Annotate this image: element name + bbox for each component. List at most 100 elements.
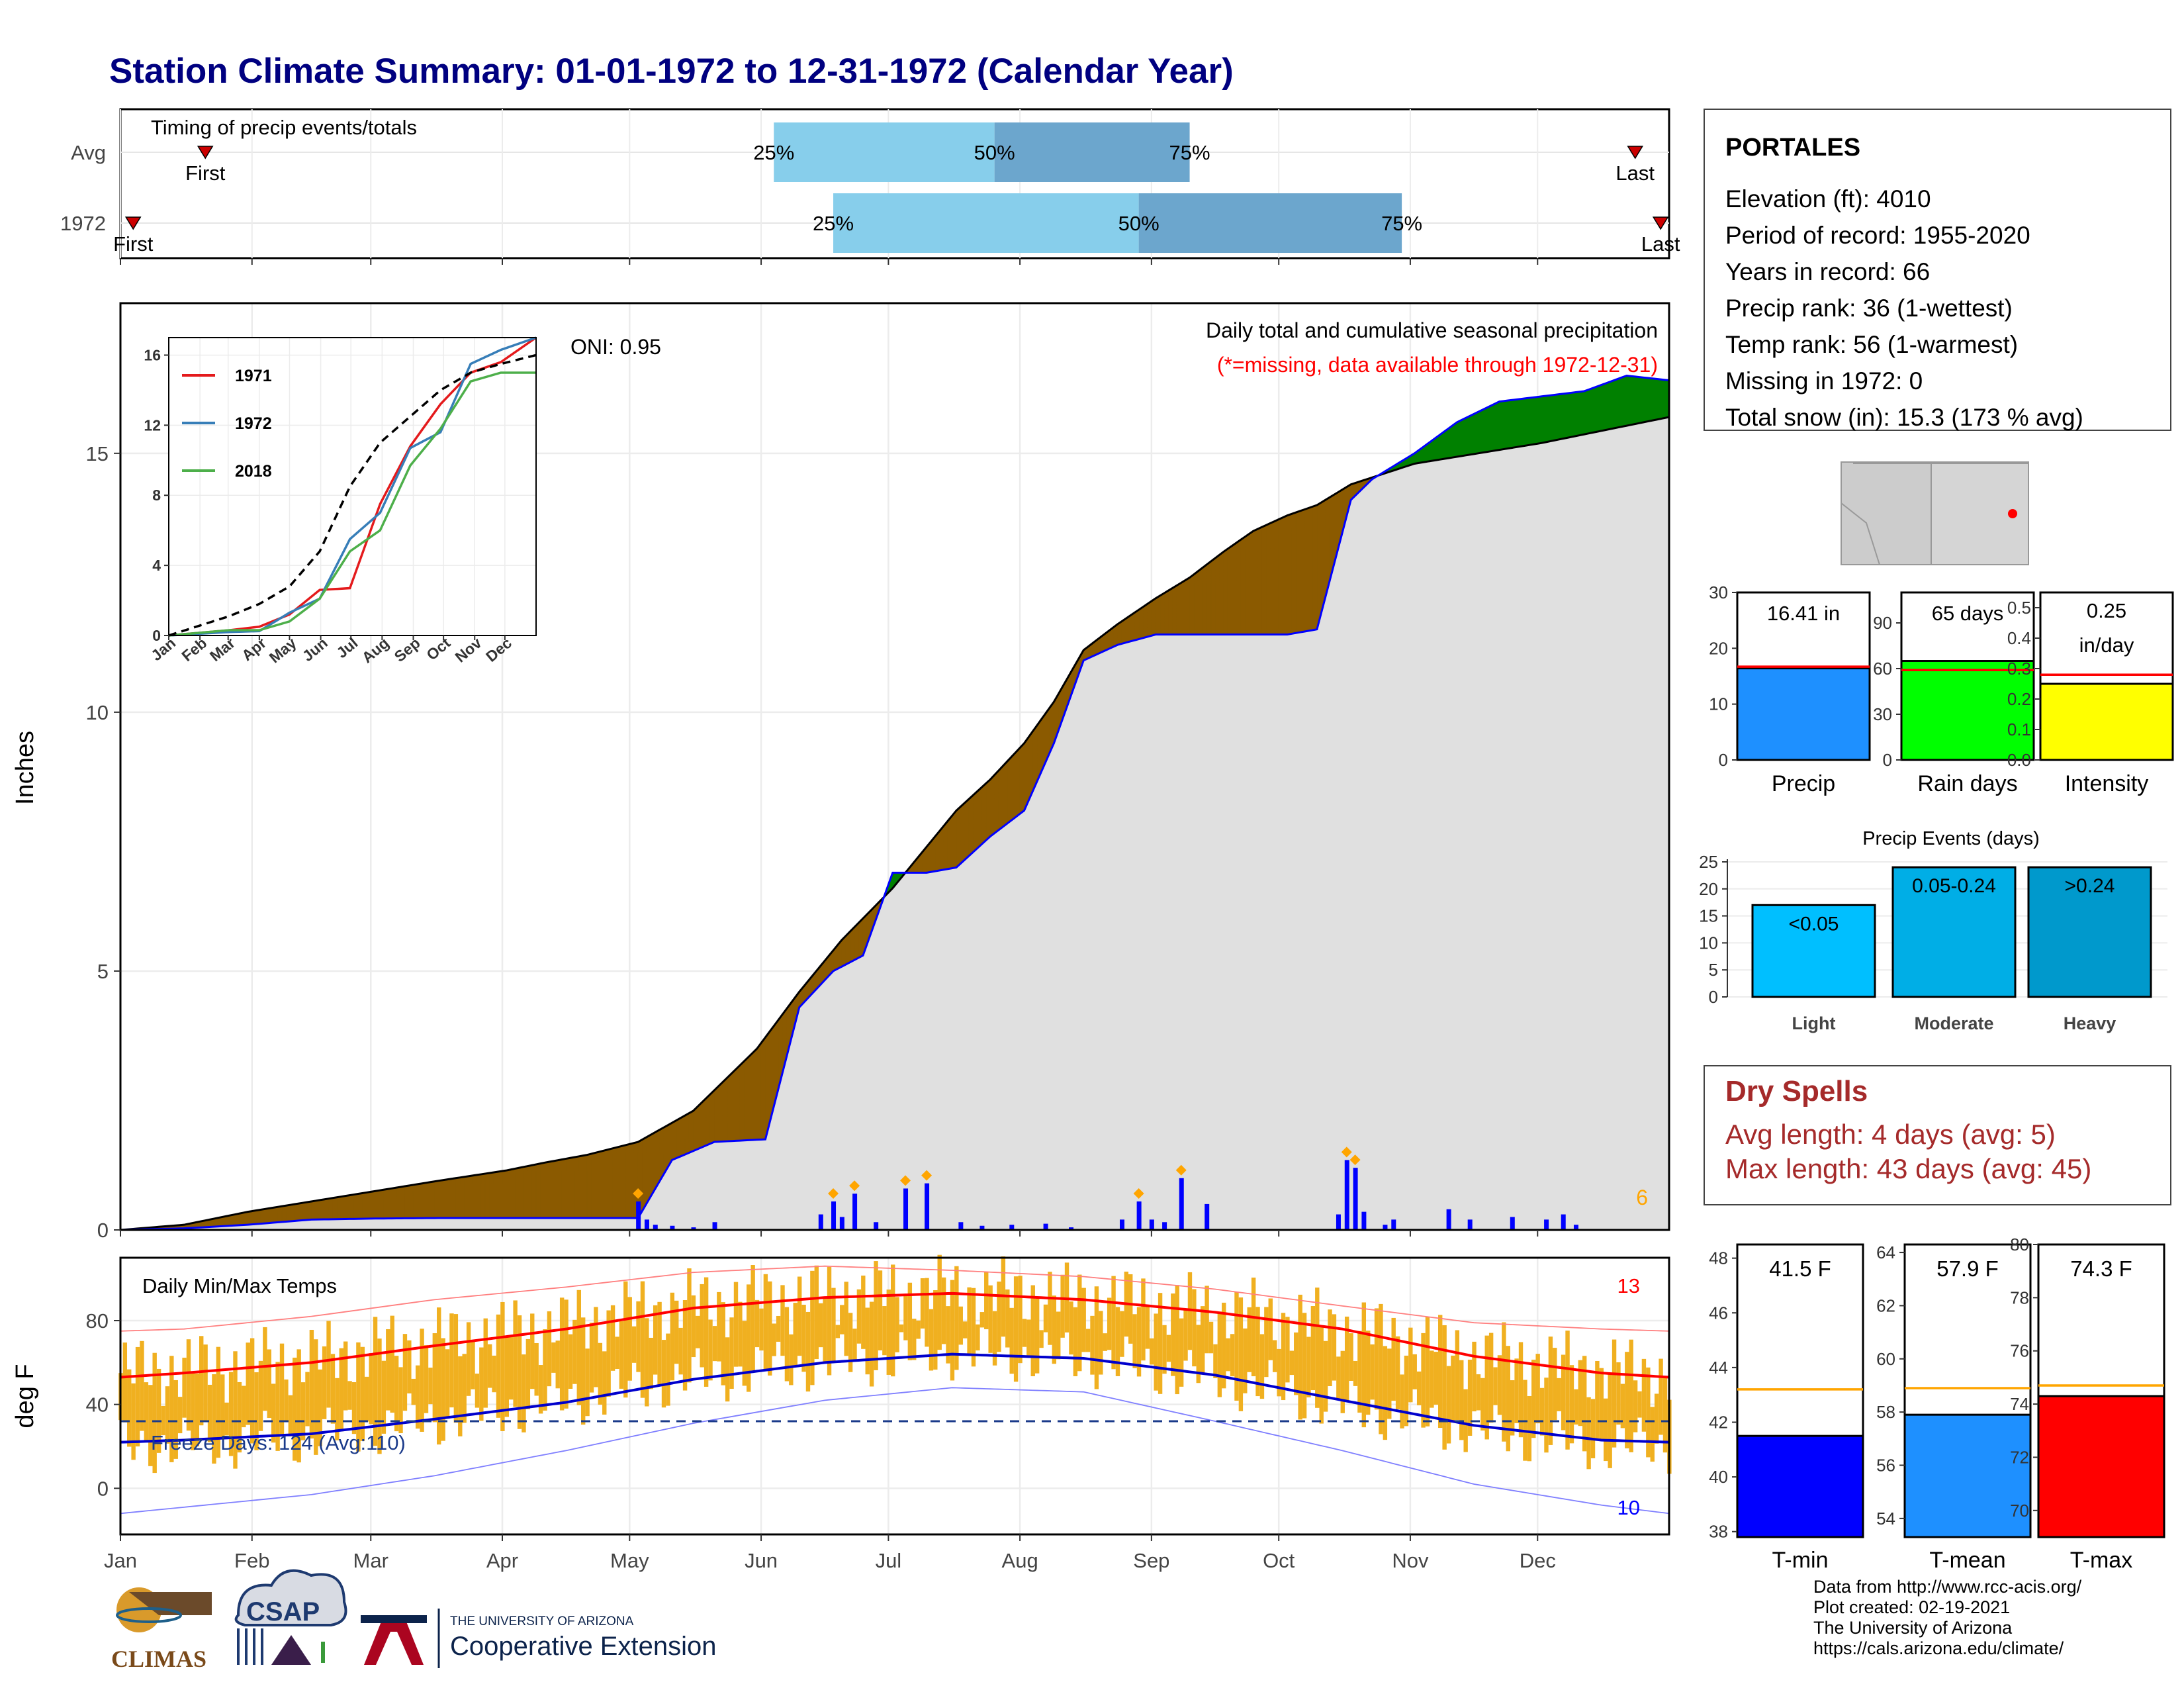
daily-temp-bar <box>441 1338 445 1441</box>
daily-temp-bar <box>131 1383 136 1460</box>
inset-ytick-label: 4 <box>152 557 161 574</box>
daily-temp-bar <box>890 1264 895 1377</box>
cumulative-base-area <box>120 417 1669 1230</box>
summary-bar-label: Intensity <box>2065 771 2149 796</box>
daily-temp-bar <box>1264 1307 1269 1378</box>
temp-summary-bar <box>1903 1413 2032 1538</box>
temp-summary-bar <box>1736 1434 1864 1538</box>
daily-temp-bar <box>326 1321 331 1408</box>
daily-temp-bar <box>1599 1368 1604 1440</box>
daily-temp-bar <box>1391 1317 1396 1401</box>
daily-temp-bar <box>1255 1307 1260 1397</box>
daily-temp-bar <box>1230 1334 1235 1377</box>
daily-temp-bar <box>1128 1274 1133 1344</box>
precip-corner-count: 6 <box>1636 1186 1648 1209</box>
summary-ytick-label: 90 <box>1873 613 1892 633</box>
daily-precip-bar <box>1136 1201 1142 1230</box>
daily-temp-bar <box>237 1382 242 1453</box>
station-info-box: PORTALES Elevation (ft): 4010 Period of r… <box>1704 109 2171 431</box>
daily-temp-bar <box>407 1340 412 1394</box>
daily-temp-bar <box>1480 1378 1485 1431</box>
daily-precip-bar <box>903 1188 909 1230</box>
daily-temp-bar <box>1467 1360 1473 1436</box>
temp-ytick-label: 40 <box>86 1393 109 1417</box>
daily-temp-bar <box>1150 1338 1154 1365</box>
event-bar <box>1751 904 1876 998</box>
daily-temp-bar <box>1438 1315 1443 1429</box>
daily-temp-bar <box>738 1301 743 1367</box>
daily-precip-bar <box>1561 1214 1566 1230</box>
daily-precip-bar <box>1043 1223 1048 1230</box>
daily-temp-bar <box>1247 1307 1251 1372</box>
daily-temp-bar <box>869 1301 874 1387</box>
daily-temp-bar <box>971 1288 976 1367</box>
daily-temp-bar <box>559 1297 565 1411</box>
daily-precip-bar <box>1573 1225 1578 1230</box>
daily-temp-bar <box>420 1329 424 1432</box>
daily-precip-bar <box>979 1225 985 1230</box>
daily-temp-bar <box>1578 1360 1582 1427</box>
daily-temp-bar <box>411 1378 416 1405</box>
daily-temp-bar <box>1171 1293 1175 1376</box>
daily-temp-bar <box>555 1340 560 1389</box>
daily-temp-bar <box>296 1349 301 1463</box>
daily-precip-bar <box>1179 1178 1184 1230</box>
timing-q25-label: 25% <box>753 141 794 164</box>
inset-ytick-label: 0 <box>152 627 161 644</box>
precip-ylabel: Inches <box>11 731 39 805</box>
daily-temp-bar <box>1650 1407 1655 1462</box>
summary-ytick-label: 0.2 <box>2007 689 2031 709</box>
heavy-event-marker <box>900 1175 911 1186</box>
temp-ytick-label: 0 <box>97 1477 109 1500</box>
daily-temp-bar <box>228 1372 234 1456</box>
daily-temp-bar <box>1039 1330 1044 1348</box>
daily-temp-bar <box>742 1321 747 1386</box>
daily-temp-bar <box>882 1306 887 1356</box>
csap-wordmark: CSAP <box>246 1597 320 1626</box>
daily-temp-bar <box>1433 1352 1438 1405</box>
daily-temp-bar <box>1238 1297 1244 1411</box>
temp-summary-value: 74.3 F <box>2070 1256 2132 1281</box>
temp-ytick-label: 80 <box>86 1309 109 1333</box>
precip-title-2: (*=missing, data available through 1972-… <box>1217 353 1658 377</box>
daily-temp-bar <box>1582 1356 1587 1452</box>
daily-temp-bar <box>347 1381 352 1410</box>
daily-temp-bar <box>1659 1358 1663 1435</box>
daily-temp-bar <box>631 1326 637 1363</box>
daily-temp-bar <box>814 1265 819 1360</box>
daily-temp-bar <box>1357 1331 1362 1413</box>
daily-temp-bar <box>1081 1288 1086 1352</box>
daily-temp-bar <box>246 1342 250 1425</box>
daily-temp-bar <box>1043 1304 1048 1333</box>
daily-temp-bar <box>1488 1333 1494 1423</box>
daily-temp-bar <box>1200 1306 1205 1374</box>
daily-temp-bar <box>534 1342 539 1396</box>
event-bar-text: <0.05 <box>1789 913 1839 935</box>
daily-temp-bar <box>793 1303 797 1366</box>
daily-temp-bar <box>1641 1358 1647 1432</box>
daily-temp-bar <box>1120 1311 1124 1357</box>
daily-precip-bar <box>1353 1168 1358 1230</box>
temp-summary-ytick-label: 78 <box>2010 1288 2029 1307</box>
record-max-line <box>120 1265 1670 1332</box>
heavy-event-marker <box>1133 1188 1144 1199</box>
daily-temp-bar <box>1090 1315 1095 1375</box>
daily-temp-bar <box>954 1266 959 1370</box>
daily-temp-bar <box>1052 1295 1057 1364</box>
csap-logo: CSAP <box>234 1569 347 1665</box>
daily-temp-bar <box>1179 1318 1184 1387</box>
daily-precip-bar <box>831 1201 837 1230</box>
daily-temp-bar <box>191 1372 195 1450</box>
precip-ytick-label: 5 <box>97 960 109 983</box>
daily-temp-bar <box>1544 1378 1549 1453</box>
daily-temp-bar <box>1548 1336 1553 1445</box>
page-title: Station Climate Summary: 01-01-1972 to 1… <box>109 52 1234 91</box>
daily-precip-bar <box>1510 1217 1515 1230</box>
daily-temp-bar <box>453 1314 459 1423</box>
daily-temp-bar <box>140 1340 144 1431</box>
first-event-marker <box>197 146 214 160</box>
timing-row-year: 1972 <box>60 212 106 235</box>
timing-q75-label: 75% <box>1169 141 1210 164</box>
daily-temp-bar <box>827 1266 832 1376</box>
